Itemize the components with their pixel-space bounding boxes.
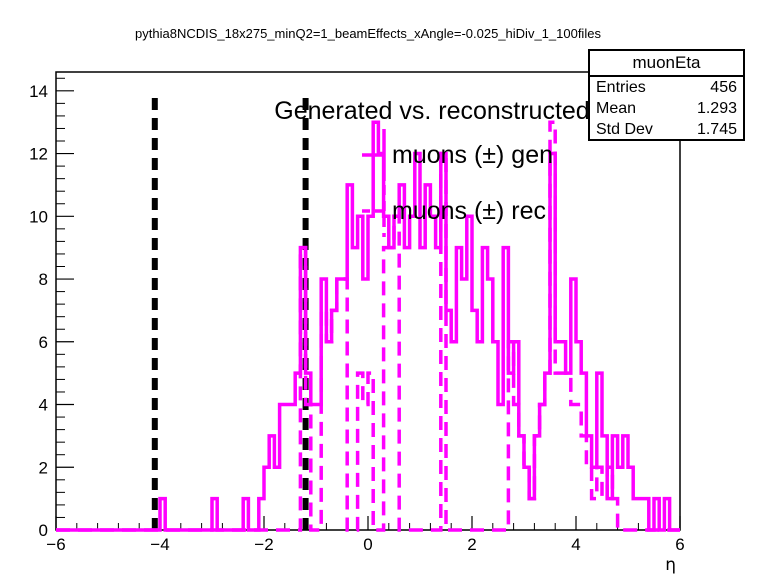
legend-rec-label: muons (±) rec	[392, 197, 546, 225]
y-tick-label: 6	[39, 333, 48, 352]
stats-row-mean: Mean 1.293	[590, 98, 743, 119]
y-tick-label: 2	[39, 458, 48, 477]
y-tick-label: 12	[29, 145, 48, 164]
y-tick-label: 4	[39, 396, 48, 415]
stats-entries-value: 456	[710, 79, 737, 96]
stats-stddev-value: 1.745	[696, 121, 737, 138]
gen-histogram-line	[56, 120, 680, 532]
x-tick-label: 0	[363, 535, 372, 554]
y-tick-label: 0	[39, 521, 48, 540]
chart-title: pythia8NCDIS_18x275_minQ2=1_beamEffects_…	[135, 26, 601, 41]
x-tick-label: −4	[150, 535, 169, 554]
y-tick-label: 14	[29, 82, 48, 101]
stats-stddev-label: Std Dev	[596, 121, 653, 138]
x-axis-label: η	[665, 555, 676, 575]
legend-gen-label: muons (±) gen	[392, 141, 553, 169]
x-tick-label: 6	[675, 535, 684, 554]
stats-title: muonEta	[590, 51, 743, 77]
stats-row-stddev: Std Dev 1.745	[590, 119, 743, 140]
legend-header: Generated vs. reconstructed	[274, 97, 589, 125]
x-tick-label: 4	[571, 535, 580, 554]
stats-entries-label: Entries	[596, 79, 646, 96]
x-tick-label: 2	[467, 535, 476, 554]
y-tick-label: 8	[39, 270, 48, 289]
rec-histogram-line	[56, 120, 680, 532]
y-tick-label: 10	[29, 207, 48, 226]
stats-mean-value: 1.293	[696, 100, 737, 117]
x-tick-label: −2	[254, 535, 273, 554]
stats-row-entries: Entries 456	[590, 77, 743, 98]
stats-box: muonEta Entries 456 Mean 1.293 Std Dev 1…	[588, 49, 745, 141]
x-tick-label: −6	[46, 535, 65, 554]
stats-mean-label: Mean	[596, 100, 637, 117]
